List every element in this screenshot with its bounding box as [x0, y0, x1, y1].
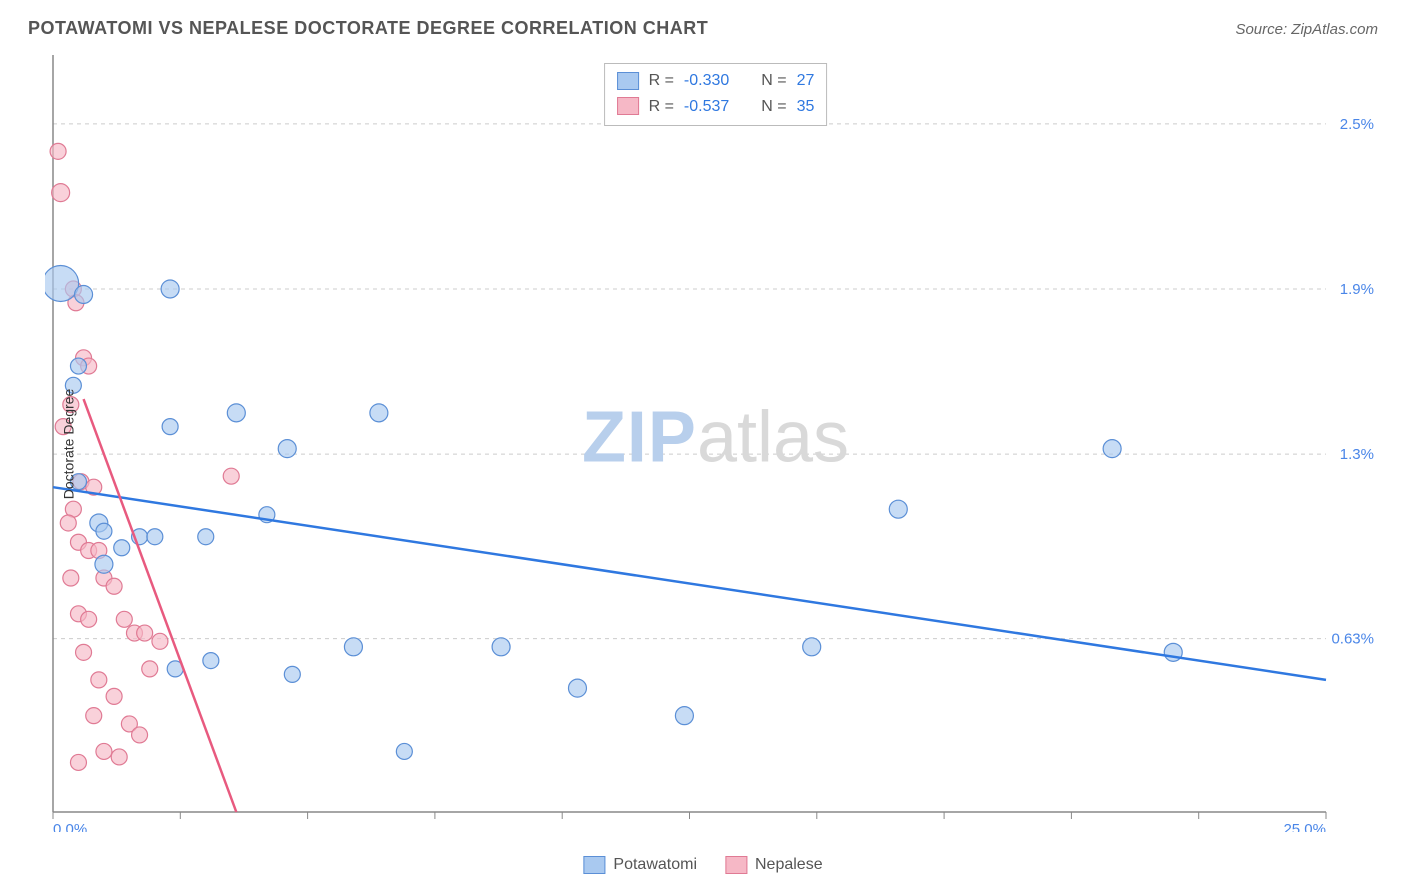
svg-text:2.5%: 2.5% [1340, 116, 1374, 133]
svg-text:1.3%: 1.3% [1340, 446, 1374, 463]
legend-label-nepalese: Nepalese [755, 856, 823, 874]
legend-label-potawatomi: Potawatomi [613, 856, 697, 874]
swatch-blue-icon [617, 72, 639, 90]
svg-text:25.0%: 25.0% [1283, 821, 1326, 832]
r-label: R = [649, 68, 674, 94]
stats-row-potawatomi: R = -0.330 N = 27 [617, 68, 815, 94]
chart-title: POTAWATOMI VS NEPALESE DOCTORATE DEGREE … [28, 18, 708, 39]
stats-legend-box: R = -0.330 N = 27 R = -0.537 N = 35 [604, 63, 828, 126]
r-value-nepalese: -0.537 [684, 94, 729, 120]
swatch-pink-icon [725, 856, 747, 874]
scatter-chart: 0.63% 1.3% 1.9% 2.5% 0.0% 25.0% [45, 55, 1386, 832]
y-axis-label: Doctorate Degree [60, 388, 76, 499]
svg-text:1.9%: 1.9% [1340, 281, 1374, 298]
n-label: N = [761, 94, 786, 120]
chart-header: POTAWATOMI VS NEPALESE DOCTORATE DEGREE … [28, 18, 1378, 39]
svg-text:0.63%: 0.63% [1331, 631, 1374, 648]
r-value-potawatomi: -0.330 [684, 68, 729, 94]
n-label: N = [761, 68, 786, 94]
r-label: R = [649, 94, 674, 120]
bottom-legend: Potawatomi Nepalese [583, 856, 822, 874]
legend-item-potawatomi: Potawatomi [583, 856, 697, 874]
legend-item-nepalese: Nepalese [725, 856, 823, 874]
n-value-potawatomi: 27 [797, 68, 815, 94]
svg-text:0.0%: 0.0% [53, 821, 87, 832]
swatch-blue-icon [583, 856, 605, 874]
chart-source: Source: ZipAtlas.com [1235, 21, 1378, 38]
n-value-nepalese: 35 [797, 94, 815, 120]
stats-row-nepalese: R = -0.537 N = 35 [617, 94, 815, 120]
swatch-pink-icon [617, 97, 639, 115]
plot-area: Doctorate Degree ZIPatlas 0.63%1.3%1.9%2… [45, 55, 1386, 832]
